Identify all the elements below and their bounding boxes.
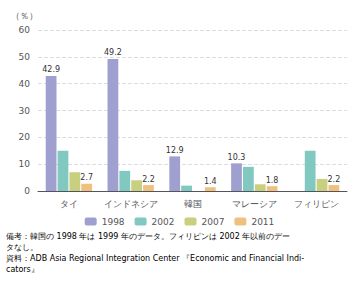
svg-text:（％）: （％）: [11, 11, 38, 21]
svg-text:60: 60: [19, 25, 31, 35]
svg-text:cators』: cators』: [6, 265, 39, 274]
svg-text:30: 30: [19, 106, 31, 116]
svg-text:1.4: 1.4: [204, 177, 217, 186]
svg-text:12.9: 12.9: [166, 146, 184, 155]
svg-text:2011: 2011: [251, 217, 274, 227]
svg-text:10: 10: [19, 159, 31, 169]
svg-text:50: 50: [19, 52, 31, 62]
svg-text:2.7: 2.7: [80, 173, 93, 182]
svg-text:42.9: 42.9: [42, 65, 60, 74]
svg-text:資料：ADB Asia Regional Integrati: 資料：ADB Asia Regional Integration Center …: [6, 254, 304, 263]
svg-text:10.3: 10.3: [228, 153, 246, 162]
svg-text:タなし。: タなし。: [6, 243, 38, 252]
svg-text:2002: 2002: [152, 217, 175, 227]
svg-text:20: 20: [19, 132, 31, 142]
svg-text:韓国: 韓国: [184, 199, 202, 209]
svg-text:備考：韓国の 1998 年は 1999 年のデータ。フィリピ: 備考：韓国の 1998 年は 1999 年のデータ。フィリピンは 2002 年以…: [6, 232, 290, 241]
svg-text:1998: 1998: [102, 217, 125, 227]
svg-text:タイ: タイ: [60, 199, 78, 209]
svg-text:2.2: 2.2: [328, 175, 341, 184]
svg-text:0: 0: [24, 186, 30, 196]
svg-text:2.2: 2.2: [142, 175, 155, 184]
svg-text:49.2: 49.2: [104, 48, 122, 57]
svg-text:1.8: 1.8: [266, 176, 279, 185]
svg-text:マレーシア: マレーシア: [232, 199, 277, 209]
svg-text:2007: 2007: [202, 217, 225, 227]
svg-text:インドネシア: インドネシア: [104, 199, 158, 209]
svg-text:フィリピン: フィリピン: [294, 199, 339, 209]
svg-text:40: 40: [19, 79, 31, 89]
